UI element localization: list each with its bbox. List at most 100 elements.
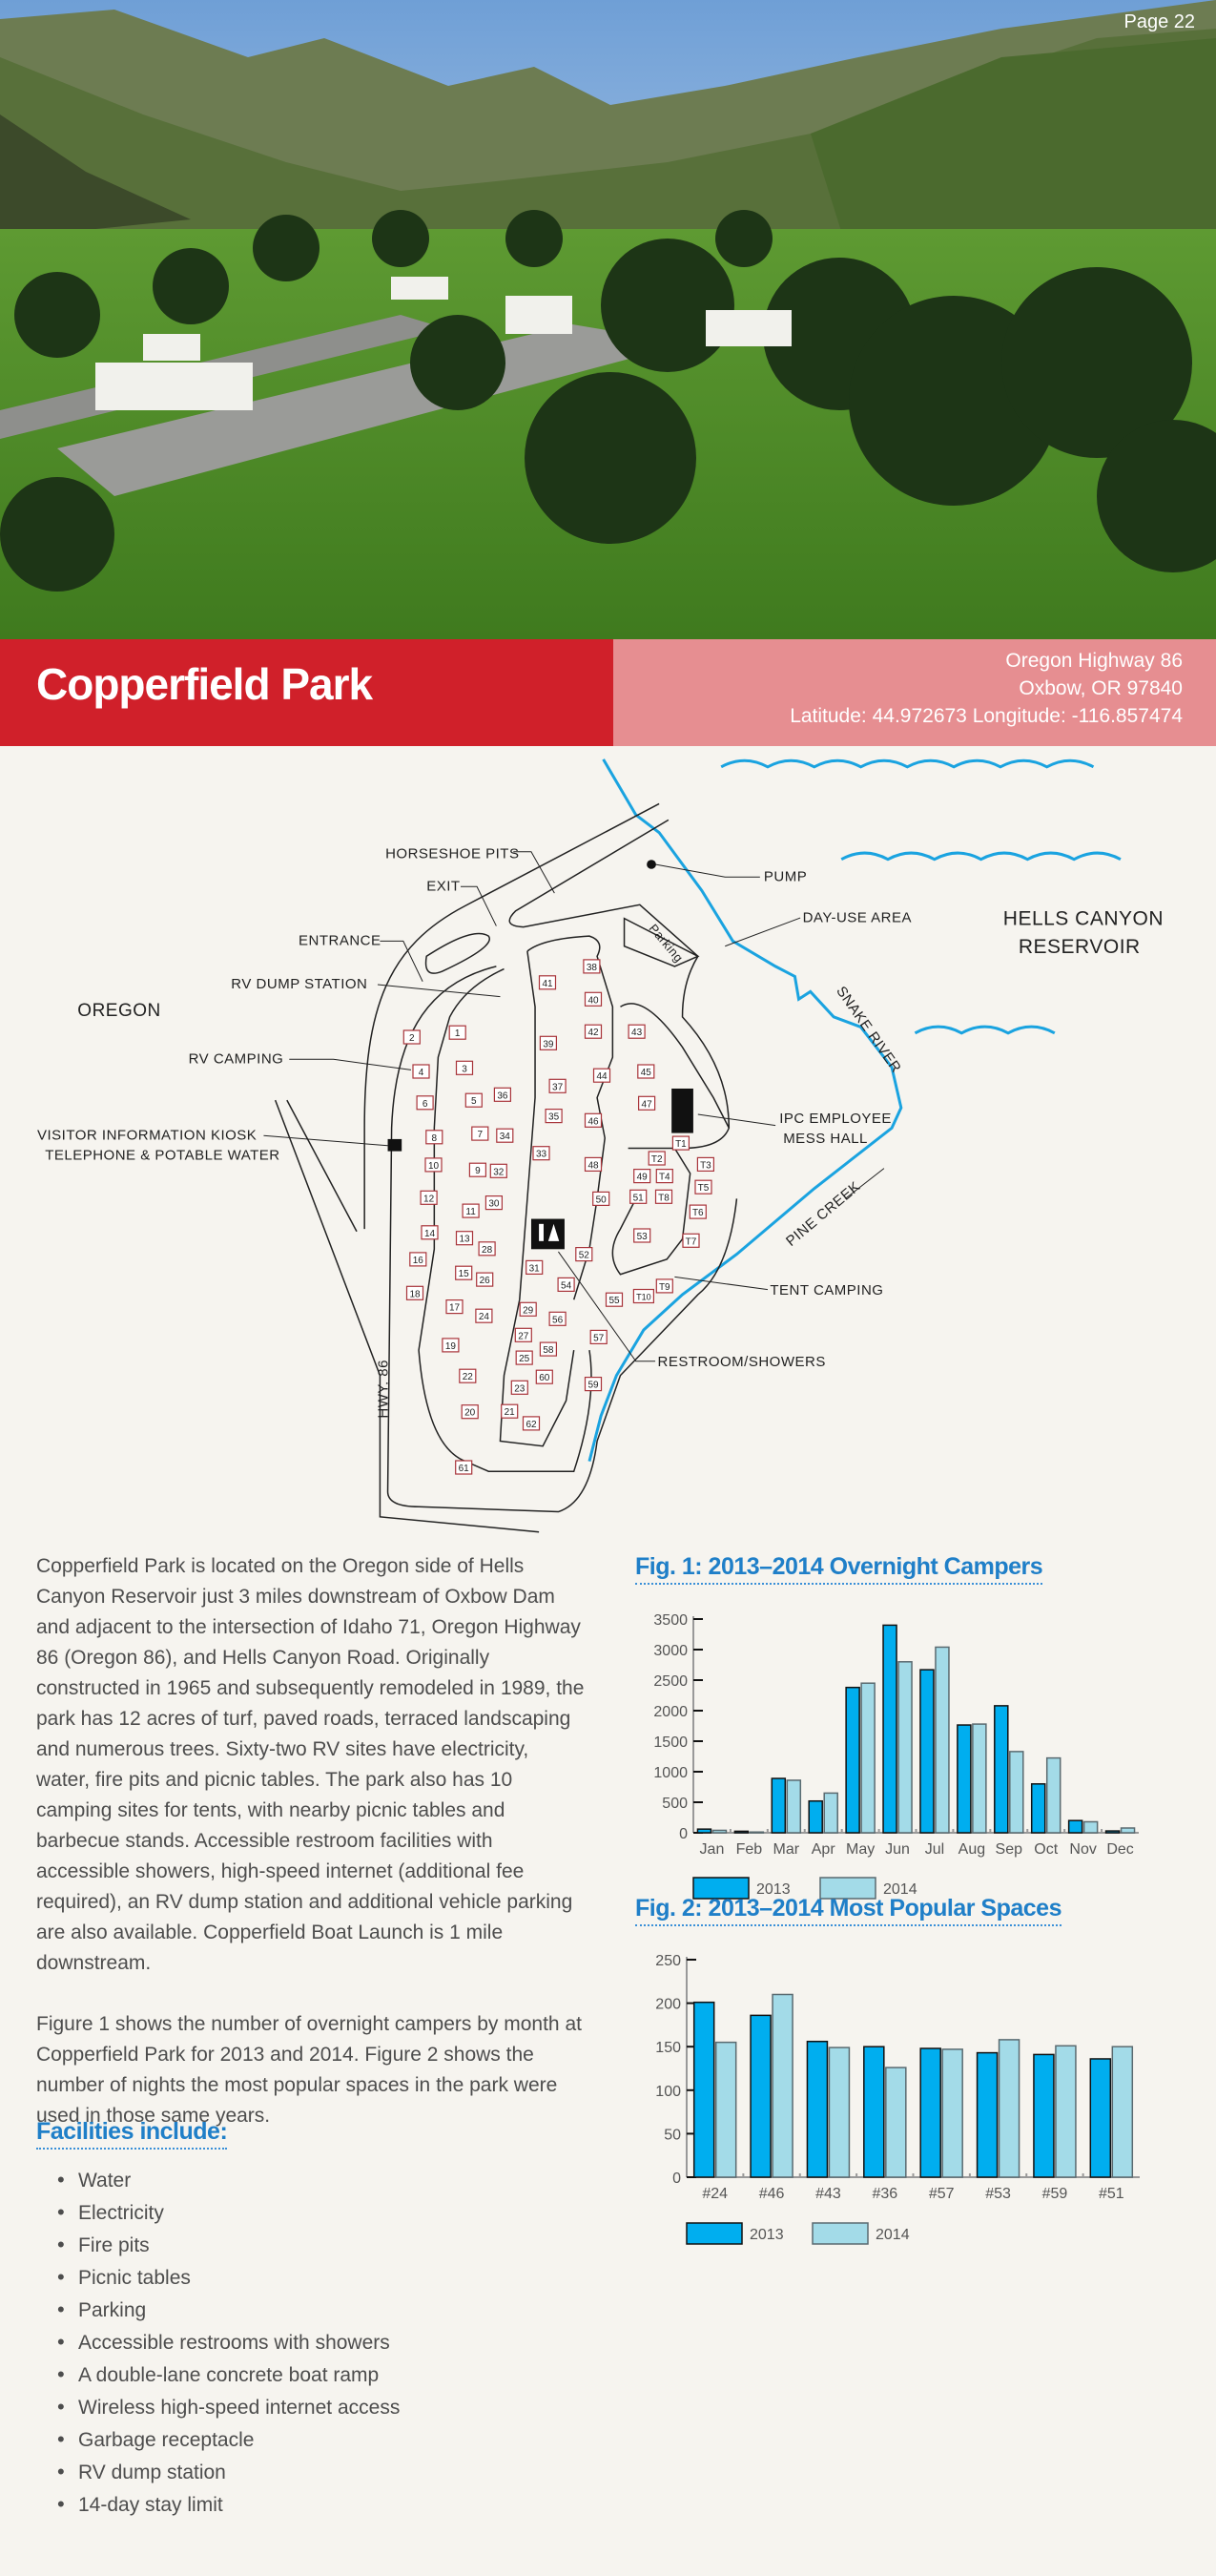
campsite-15: 15 [455, 1265, 473, 1280]
label-entrance: ENTRANCE [299, 933, 381, 949]
description: Copperfield Park is located on the Orego… [36, 1551, 585, 2162]
facilities-list: WaterElectricityFire pitsPicnic tablesPa… [57, 2164, 400, 2521]
label-pump: PUMP [764, 868, 807, 884]
campsite-number: 5 [471, 1096, 477, 1107]
campsite-14: 14 [421, 1225, 439, 1240]
campsite-55: 55 [605, 1292, 624, 1307]
campsite-22: 22 [459, 1368, 477, 1383]
x-tick-label: Sep [996, 1841, 1023, 1858]
campsite-51: 51 [629, 1189, 648, 1204]
campsite-56: 56 [548, 1311, 567, 1326]
bar-2014-Apr [823, 1792, 838, 1834]
campsite-19: 19 [442, 1338, 460, 1353]
campsite-number: T4 [659, 1173, 670, 1183]
facility-item: Parking [57, 2294, 400, 2326]
x-tick-label: Jul [925, 1841, 944, 1858]
campsite-number: T8 [658, 1193, 670, 1203]
label-mess-hall: MESS HALL [783, 1131, 868, 1147]
fig1-chart: 0 500 1000 1500 2000 2500 3000 3500 Jan Feb Mar Apr… [653, 1612, 1139, 1900]
campsite-36: 36 [493, 1087, 512, 1102]
campsite-number: 10 [428, 1161, 440, 1172]
x-tick-label: Nov [1069, 1841, 1096, 1858]
campsite-number: 34 [500, 1132, 511, 1142]
snake-river-shoreline [589, 759, 901, 1462]
campsite-11: 11 [462, 1203, 480, 1218]
campsite-number: 6 [423, 1099, 428, 1110]
facility-item: A double-lane concrete boat ramp [57, 2358, 400, 2391]
campsite-number: 53 [637, 1232, 649, 1242]
campsite-59: 59 [584, 1376, 603, 1392]
y-tick-label: 50 [664, 2127, 681, 2143]
label-exit: EXIT [426, 879, 460, 895]
x-tick-label: May [846, 1841, 875, 1858]
x-tick-label: Dec [1106, 1841, 1133, 1858]
bar-2013-May [845, 1686, 860, 1834]
campsite-number: 35 [548, 1112, 560, 1123]
campsite-T9: T9 [655, 1278, 673, 1294]
campsite-number: 27 [518, 1331, 529, 1341]
bar-2014-#57 [941, 2048, 963, 2178]
campsite-number: 58 [543, 1345, 554, 1356]
label-hwy-86: HWY. 86 [376, 1360, 392, 1419]
campsite-number: 48 [587, 1160, 599, 1171]
campsite-number: 36 [497, 1091, 508, 1101]
campsite-number: 55 [608, 1296, 620, 1306]
y-tick-label: 1500 [653, 1735, 688, 1751]
campsite-number: 42 [587, 1028, 599, 1038]
campsite-number: T3 [700, 1160, 711, 1171]
x-tick-label: #57 [929, 2186, 955, 2202]
bar-2013-#46 [750, 2014, 772, 2178]
campsite-T8: T8 [654, 1189, 673, 1204]
campsite-number: T6 [692, 1208, 704, 1218]
y-tick-label: 250 [655, 1953, 681, 1969]
campsite-18: 18 [405, 1285, 424, 1300]
campsite-number: 38 [587, 963, 598, 973]
x-tick-label: #46 [759, 2186, 785, 2202]
fig2-title: Fig. 2: 2013–2014 Most Popular Spaces [635, 1895, 1061, 1926]
bar-2014-#59 [1055, 2045, 1077, 2178]
campsite-number: 11 [465, 1207, 476, 1217]
campsite-number: 17 [449, 1303, 461, 1314]
facility-item: Garbage receptacle [57, 2423, 400, 2456]
campsite-number: 9 [475, 1166, 481, 1176]
campsite-number: T2 [651, 1154, 663, 1165]
facility-item: Picnic tables [57, 2261, 400, 2294]
campsite-number: 8 [432, 1133, 438, 1144]
campsite-41: 41 [538, 975, 557, 990]
campsite-number: 59 [587, 1381, 599, 1391]
campsite-T1: T1 [671, 1135, 690, 1151]
campsite-number: 4 [419, 1068, 424, 1078]
campsite-number: 13 [459, 1235, 470, 1245]
label-rv-dump-station: RV DUMP STATION [231, 976, 367, 992]
paragraph-intro: Copperfield Park is located on the Orego… [36, 1555, 585, 1974]
x-tick-label: Jun [885, 1841, 910, 1858]
campsite-24: 24 [475, 1308, 493, 1323]
bar-2013-#43 [806, 2040, 829, 2178]
label-restroom-showers: RESTROOM/SHOWERS [658, 1354, 826, 1370]
campsite-44: 44 [592, 1068, 611, 1083]
campsite-number: 26 [480, 1276, 491, 1286]
bar-2014-Mar [786, 1779, 802, 1834]
leader-lines [263, 852, 883, 1361]
campsite-number: 44 [596, 1071, 608, 1082]
legend-item-2014: 2014 [819, 1877, 917, 1900]
address-street: Oregon Highway 86 [1005, 650, 1183, 672]
campsite-61: 61 [455, 1460, 473, 1475]
campsite-number: 51 [633, 1193, 645, 1203]
campsite-54: 54 [557, 1277, 575, 1293]
bar-2013-Nov [1067, 1819, 1083, 1834]
label-ipc-employee: IPC EMPLOYEE [779, 1111, 892, 1127]
y-tick-label: 200 [655, 1997, 681, 2013]
campsite-17: 17 [445, 1298, 464, 1315]
bar-2013-Dec [1104, 1830, 1121, 1834]
mess-hall-building [671, 1088, 693, 1133]
address-band [613, 639, 1216, 746]
campsite-number: T9 [659, 1282, 670, 1293]
map-geometry [263, 759, 1120, 1532]
label-horseshoe-pits: HORSESHOE PITS [385, 846, 519, 862]
campsite-62: 62 [522, 1416, 541, 1431]
restroom-icon [530, 1218, 565, 1250]
y-tick-label: 500 [662, 1796, 688, 1812]
bar-2014-Feb [749, 1831, 765, 1834]
